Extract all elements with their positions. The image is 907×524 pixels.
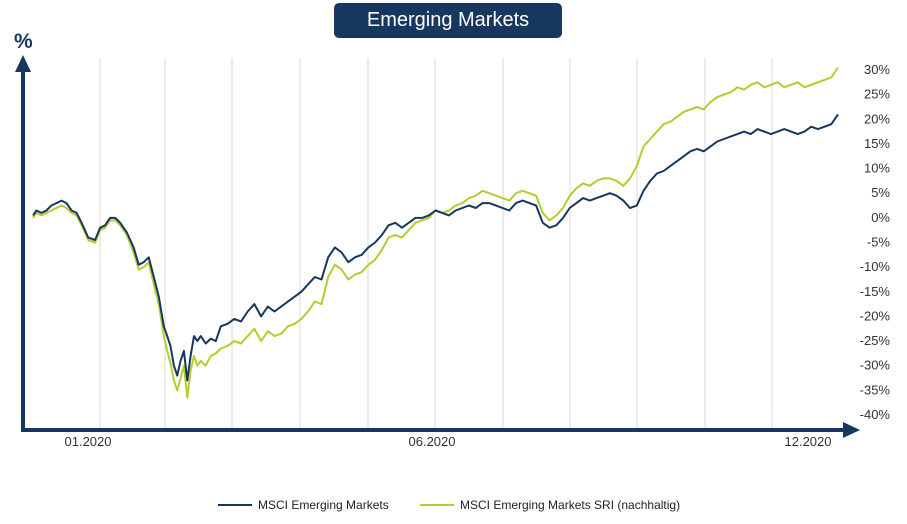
- series-lines: [32, 66, 839, 399]
- legend-swatch-msci: [218, 504, 252, 506]
- y-tick-label: 5%: [871, 185, 890, 200]
- x-axis-arrow: [843, 422, 860, 438]
- x-tick-label: 01.2020: [65, 434, 112, 449]
- axes: [15, 55, 860, 438]
- y-tick-label: -35%: [860, 382, 891, 397]
- y-axis-label: %: [14, 30, 33, 53]
- y-tick-label: -25%: [860, 333, 891, 348]
- y-tick-label: -20%: [860, 308, 891, 323]
- y-tick-label: 20%: [864, 111, 890, 126]
- series-line-1: [32, 66, 839, 399]
- y-tick-label: 15%: [864, 136, 890, 151]
- x-tick-label: 06.2020: [409, 434, 456, 449]
- legend-item-sri: MSCI Emerging Markets SRI (nachhaltig): [420, 498, 680, 512]
- y-tick-label: -30%: [860, 358, 891, 373]
- y-tick-label: -15%: [860, 284, 891, 299]
- legend-label-sri: MSCI Emerging Markets SRI (nachhaltig): [460, 498, 681, 512]
- y-tick-label: -10%: [860, 259, 891, 274]
- y-axis-arrow: [15, 55, 31, 72]
- y-tick-label: -5%: [867, 235, 891, 250]
- y-tick-labels: 30% 25% 20% 15% 10% 5% 0% -5% -10% -15% -20% -25% -3…: [860, 62, 891, 422]
- y-tick-label: 0%: [871, 210, 890, 225]
- y-tick-label: 10%: [864, 161, 890, 176]
- series-line-0: [32, 113, 839, 382]
- grid-lines: [99, 58, 773, 428]
- y-tick-label: 30%: [864, 62, 890, 77]
- chart-title: Emerging Markets: [334, 3, 562, 38]
- legend-label-msci: MSCI Emerging Markets: [258, 498, 389, 512]
- y-tick-label: -40%: [860, 407, 891, 422]
- x-tick-labels: 01.2020 06.2020 12.2020: [65, 434, 832, 449]
- y-tick-label: 25%: [864, 87, 890, 102]
- legend-swatch-sri: [420, 504, 454, 506]
- legend-item-msci: MSCI Emerging Markets: [218, 498, 389, 512]
- x-tick-label: 12.2020: [785, 434, 832, 449]
